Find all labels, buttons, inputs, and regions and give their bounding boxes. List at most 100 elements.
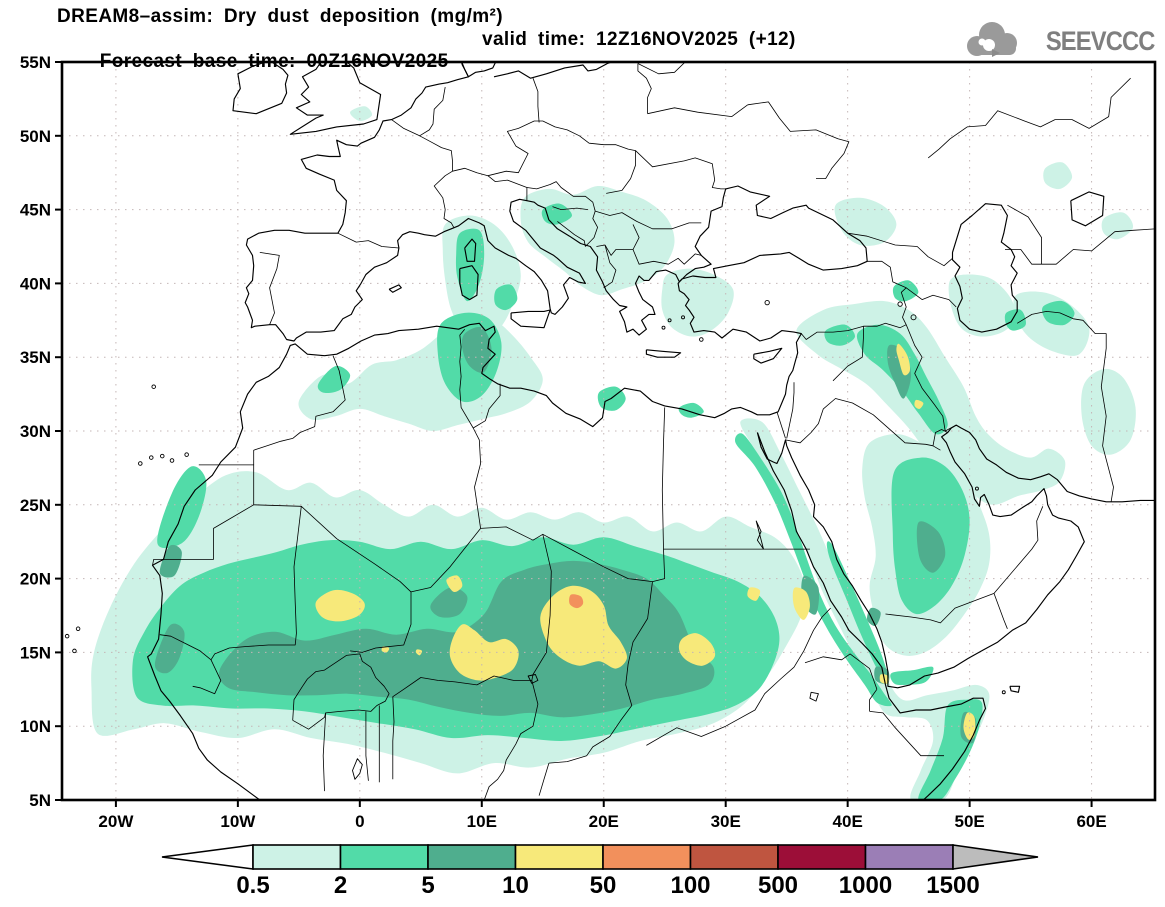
coastline xyxy=(753,347,783,364)
country-border xyxy=(785,398,941,451)
colorbar-label: 100 xyxy=(670,872,710,899)
country-border xyxy=(905,287,957,308)
colorbar-label: 5 xyxy=(421,872,434,899)
country-border xyxy=(847,232,953,267)
coastline xyxy=(510,309,551,329)
country-border xyxy=(637,62,686,75)
lon-tick-label: 20E xyxy=(589,812,619,831)
country-border xyxy=(927,77,1131,159)
lat-tick-label: 45N xyxy=(20,201,51,220)
lat-tick-label: 50N xyxy=(20,127,51,146)
coastline xyxy=(1009,685,1021,693)
lat-tick-label: 40N xyxy=(20,274,51,293)
country-border xyxy=(786,382,795,439)
country-border xyxy=(603,244,617,289)
country-border xyxy=(661,407,810,550)
island-mark xyxy=(910,314,917,321)
country-border xyxy=(152,464,255,566)
lat-tick-label: 15N xyxy=(20,643,51,662)
lon-tick-label: 30E xyxy=(711,812,741,831)
country-border xyxy=(776,411,786,439)
colorbar-cell xyxy=(514,844,604,870)
cloud-logo-icon xyxy=(967,22,1018,57)
country-border xyxy=(253,328,481,593)
country-border xyxy=(646,607,831,746)
coastline xyxy=(460,62,497,78)
country-border xyxy=(637,63,652,114)
island-mark xyxy=(75,626,81,632)
colorbar-underflow-arrow xyxy=(161,844,254,870)
graticule xyxy=(62,62,1155,800)
island-mark xyxy=(1001,690,1006,695)
coastline xyxy=(493,62,614,79)
lake-outline xyxy=(352,758,363,780)
island-mark xyxy=(72,648,77,654)
country-border xyxy=(747,101,850,179)
lon-tick-label: 40E xyxy=(833,812,863,831)
country-border xyxy=(596,244,606,247)
country-border xyxy=(869,711,944,757)
country-border xyxy=(905,324,957,432)
lake-outline xyxy=(809,691,819,702)
island-mark xyxy=(764,299,770,306)
colorbar-cell xyxy=(864,844,954,870)
island-mark xyxy=(681,315,685,320)
island-mark xyxy=(897,301,903,307)
lat-tick-label: 10N xyxy=(20,717,51,736)
coastline xyxy=(1070,191,1105,227)
axis-labels: 55N 50N 45N 40N 35N 30N 25N 20N 15N 10N 5N 20W 10W 0 1… xyxy=(20,53,1107,831)
island-mark xyxy=(699,337,704,342)
country-border xyxy=(198,355,346,466)
lon-tick-label: 60E xyxy=(1076,812,1106,831)
coastline xyxy=(951,203,1018,333)
country-border xyxy=(292,653,390,730)
country-border xyxy=(1007,204,1042,265)
coastline xyxy=(459,265,479,301)
country-border xyxy=(632,224,640,250)
country-border xyxy=(832,326,864,382)
colorbar-cell xyxy=(689,844,779,870)
country-border xyxy=(483,680,539,800)
country-border xyxy=(652,549,666,582)
country-border xyxy=(885,506,1044,624)
lat-tick-label: 20N xyxy=(20,570,51,589)
coastline xyxy=(756,432,987,800)
colorbar-label: 500 xyxy=(758,872,798,899)
country-border xyxy=(606,150,727,194)
figure-title: DREAM8–assim: Dry dust deposition (mg/m²… xyxy=(57,6,504,27)
colorbar-cell xyxy=(252,844,342,870)
lat-tick-label: 30N xyxy=(20,422,51,441)
country-border xyxy=(993,593,1008,629)
colorbar-label: 0.5 xyxy=(236,872,269,899)
country-border xyxy=(604,244,702,265)
island-mark xyxy=(138,461,143,466)
lon-tick-label: 10E xyxy=(467,812,497,831)
country-border xyxy=(532,78,540,123)
lake-outline xyxy=(755,520,764,550)
country-border xyxy=(337,232,399,249)
lat-tick-label: 55N xyxy=(20,53,51,72)
colorbar-label: 10 xyxy=(502,872,529,899)
country-border xyxy=(595,210,702,230)
island-mark xyxy=(974,486,979,491)
country-border xyxy=(192,659,222,695)
country-border xyxy=(392,675,532,780)
colorbar-cell xyxy=(339,844,429,870)
coastline xyxy=(464,238,477,262)
island-mark xyxy=(149,455,154,460)
coastlines-layer xyxy=(64,62,1155,800)
country-border xyxy=(365,711,369,781)
lake-outline xyxy=(527,674,539,684)
country-border xyxy=(557,221,586,247)
colorbar-label: 1000 xyxy=(839,872,892,899)
coastline xyxy=(232,62,289,115)
country-border xyxy=(647,104,748,117)
lon-tick-label: 20W xyxy=(98,812,134,831)
coastline xyxy=(756,424,1155,689)
lon-tick-label: 10W xyxy=(220,812,256,831)
country-border xyxy=(1005,228,1155,265)
country-border xyxy=(472,383,501,429)
country-border xyxy=(804,653,878,690)
coastline xyxy=(388,284,402,293)
